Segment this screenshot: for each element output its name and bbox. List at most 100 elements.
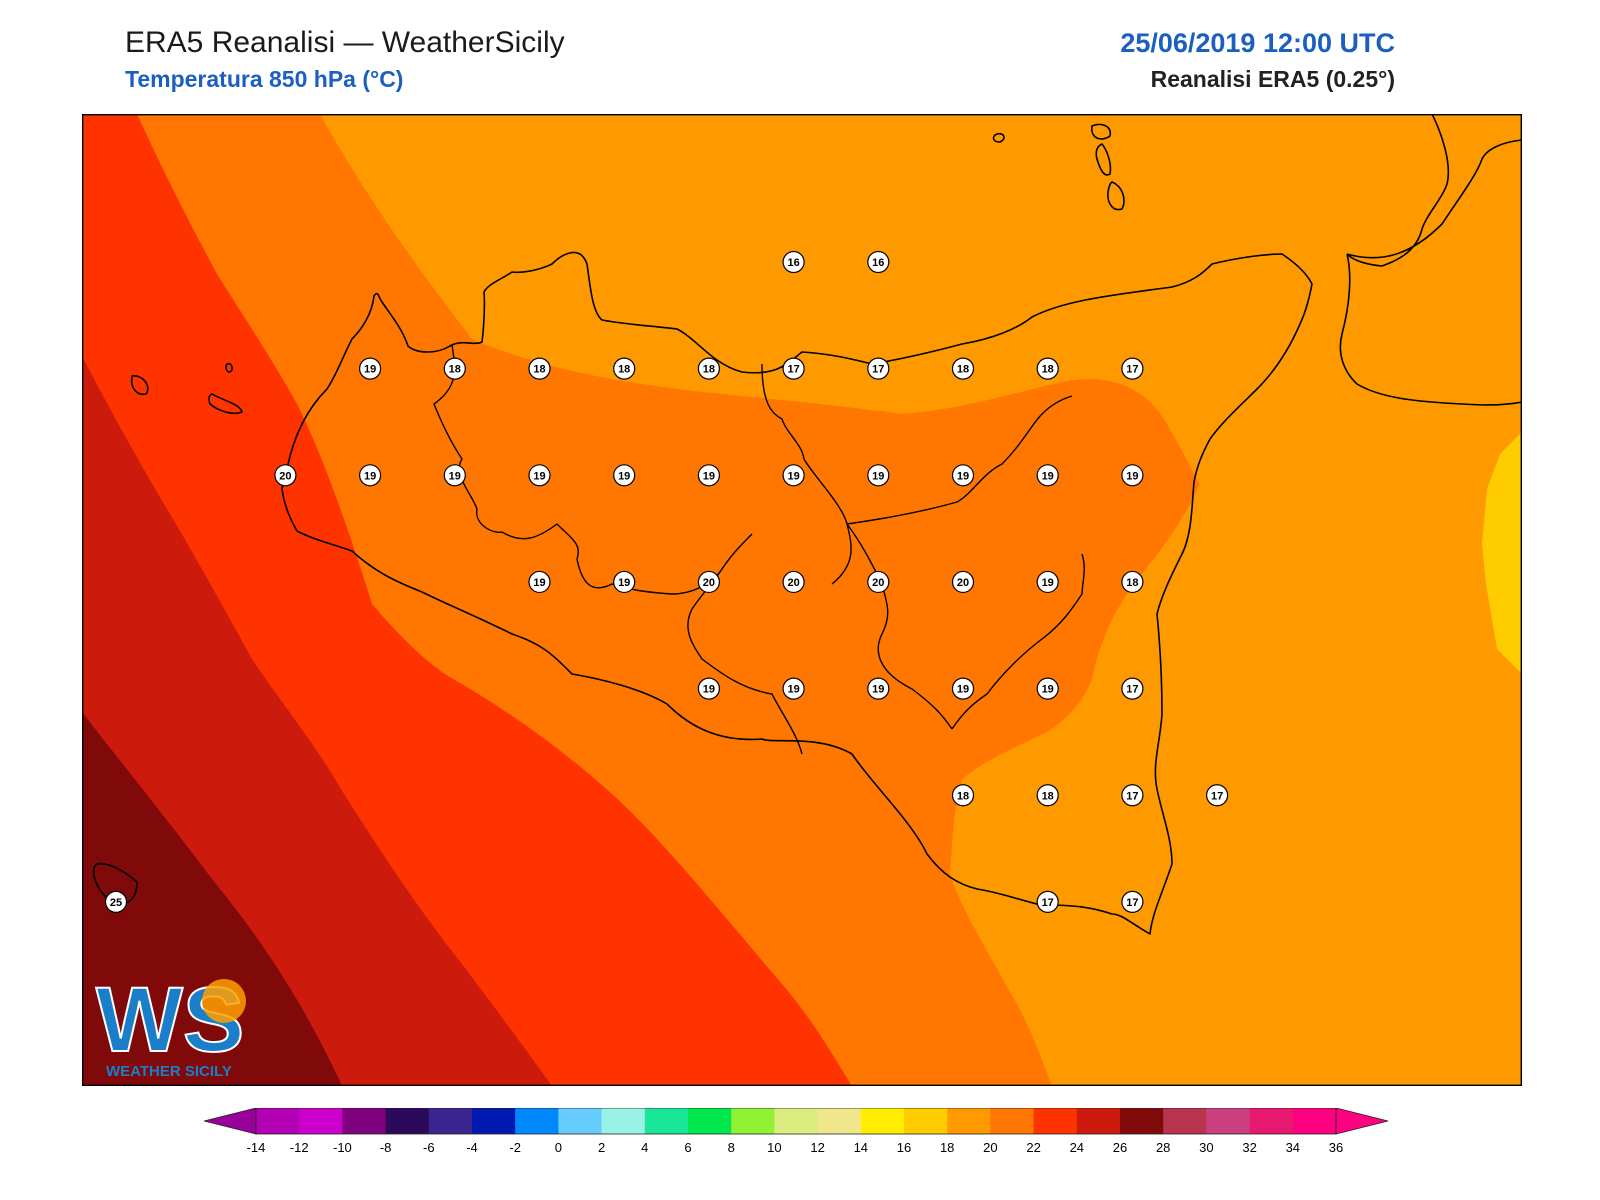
station-value: 17 [872, 364, 884, 376]
map-title: ERA5 Reanalisi — WeatherSicily [125, 26, 565, 59]
colorbar-swatch [860, 1108, 905, 1134]
coastlines [92, 114, 1522, 935]
colorbar-tick-label: 12 [810, 1140, 824, 1155]
colorbar-tick-label: 28 [1156, 1140, 1170, 1155]
station-circle [1121, 677, 1144, 700]
station-value: 18 [1126, 577, 1138, 589]
colorbar-tick-label: -10 [333, 1140, 352, 1155]
station-circle [867, 570, 890, 594]
band-24-25 [82, 712, 342, 1086]
station-marker: 20 [867, 570, 890, 594]
station-marker: 19 [528, 464, 551, 487]
station-marker: 19 [867, 677, 890, 700]
station-value: 18 [957, 364, 969, 376]
station-value: 19 [618, 577, 630, 589]
colorbar-tick-label: -2 [509, 1140, 521, 1155]
colorbar-tick-label: -4 [466, 1140, 478, 1155]
station-marker: 19 [697, 464, 721, 487]
colorbar-swatch [1292, 1108, 1337, 1134]
station-value: 19 [618, 470, 630, 482]
station-value: 19 [957, 470, 969, 482]
colorbar-tick-label: 24 [1070, 1140, 1084, 1155]
station-circle [782, 570, 805, 594]
station-marker: 20 [274, 464, 297, 487]
colorbar-swatch [1206, 1108, 1251, 1134]
station-value: 19 [703, 684, 715, 696]
colorbar-swatch [1033, 1108, 1078, 1134]
model-label: Reanalisi ERA5 (0.25°) [1150, 66, 1395, 92]
station-marker: 25 [104, 890, 128, 914]
italy-coastline [1339, 114, 1522, 406]
temperature-map: 16 16 19 18 18 18 18 17 17 18 18 17 20 19 19 19 19 19 19 19… [82, 114, 1522, 1086]
colorbar-swatch [385, 1108, 430, 1134]
station-marker: 18 [1036, 784, 1059, 807]
station-marker: 19 [613, 464, 636, 487]
colorbar-over-arrow [1335, 1108, 1389, 1135]
colorbar-swatch [774, 1108, 819, 1134]
station-circle [697, 570, 721, 594]
station-value: 20 [787, 577, 799, 589]
station-circle [697, 357, 721, 380]
station-marker: 19 [1036, 570, 1059, 594]
station-marker: 17 [1121, 890, 1144, 914]
station-marker: 18 [443, 357, 466, 380]
station-marker: 20 [782, 570, 805, 594]
station-circle [697, 677, 721, 700]
station-circle [528, 357, 551, 380]
station-marker: 18 [528, 357, 551, 380]
station-marker: 18 [613, 357, 636, 380]
station-marker: 19 [951, 464, 975, 487]
station-value: 19 [1126, 470, 1138, 482]
station-value: 19 [533, 470, 545, 482]
map-datetime: 25/06/2019 12:00 UTC [1120, 28, 1395, 58]
colorbar-swatch [644, 1108, 689, 1134]
station-marker: 17 [1121, 357, 1144, 380]
station-value: 19 [787, 470, 799, 482]
station-value: 18 [703, 364, 715, 376]
station-value: 17 [1211, 790, 1223, 802]
station-value: 17 [1042, 897, 1054, 909]
station-value: 18 [1042, 364, 1054, 376]
station-marker: 17 [867, 357, 890, 380]
station-value: 19 [1042, 577, 1054, 589]
station-value: 19 [703, 470, 715, 482]
station-marker: 17 [1121, 677, 1144, 700]
station-circle [951, 784, 975, 807]
station-marker: 18 [1036, 357, 1059, 380]
colorbar-tick-label: 20 [983, 1140, 997, 1155]
station-marker: 19 [951, 677, 975, 700]
station-circle [951, 677, 975, 700]
station-marker: 19 [1036, 464, 1059, 487]
colorbar-tick-label: 2 [598, 1140, 605, 1155]
colorbar-tick-label: 10 [767, 1140, 781, 1155]
colorbar-swatches [204, 1108, 1389, 1135]
station-value: 19 [533, 577, 545, 589]
station-circle [613, 357, 636, 380]
colorbar-tick-label: 32 [1242, 1140, 1256, 1155]
station-value: 18 [533, 364, 545, 376]
colorbar-tick-label: -8 [380, 1140, 392, 1155]
station-circle [1036, 784, 1059, 807]
station-marker: 18 [1121, 570, 1144, 594]
station-value: 20 [872, 577, 884, 589]
station-marker: 19 [613, 570, 636, 594]
station-circle [613, 570, 636, 594]
station-value: 19 [787, 684, 799, 696]
colorbar-tick-label: 8 [728, 1140, 735, 1155]
station-value: 20 [703, 577, 715, 589]
colorbar-swatch [515, 1108, 559, 1134]
station-marker: 20 [697, 570, 721, 594]
station-value: 17 [1126, 897, 1138, 909]
colorbar-swatch [688, 1108, 732, 1134]
station-marker: 19 [1036, 677, 1059, 700]
station-value: 18 [449, 364, 461, 376]
station-marker: 18 [697, 357, 721, 380]
station-circle [528, 464, 551, 487]
colorbar-tick-label: 0 [555, 1140, 562, 1155]
station-circle [951, 570, 975, 594]
colorbar-swatch [601, 1108, 646, 1134]
station-circle [613, 464, 636, 487]
colorbar-legend: -14 -12 -10 -8 -6 -4 -2 0 2 4 6 8 10 12 14 16 18 20 22 24 26… [204, 1108, 1389, 1155]
station-marker: 18 [951, 357, 975, 380]
station-circle [782, 250, 805, 274]
